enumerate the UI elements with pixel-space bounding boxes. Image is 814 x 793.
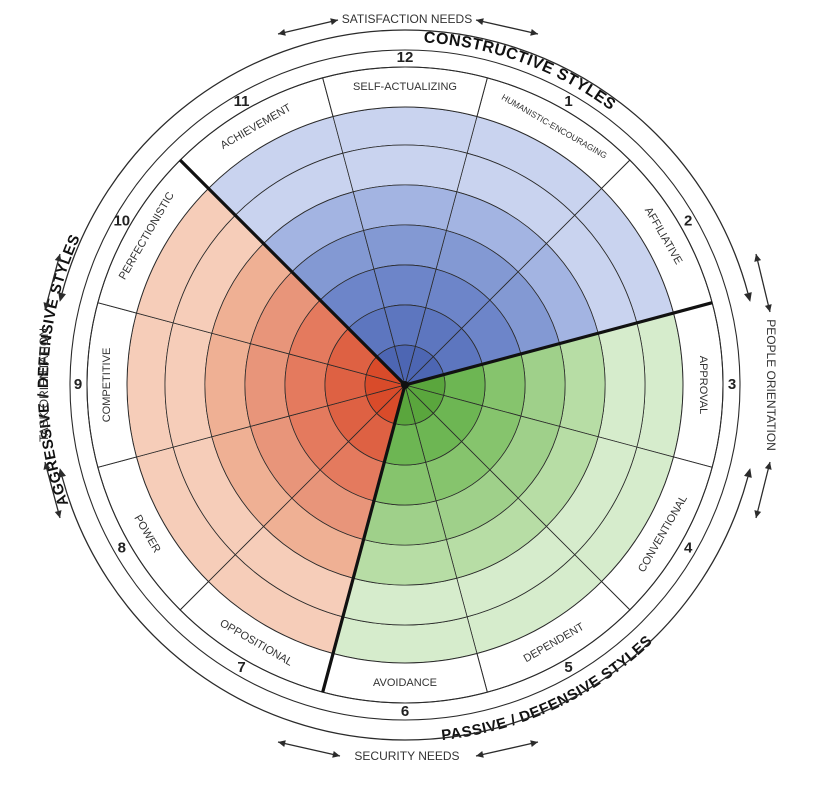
segment-number-12: 12 <box>397 49 414 66</box>
arrow-satisfaction-right-head-2 <box>530 29 538 36</box>
segment-label-approval: APPROVAL <box>697 356 709 415</box>
caption-security-needs: SECURITY NEEDS <box>354 749 459 763</box>
satisfaction-security-arc-top <box>61 29 749 294</box>
arrow-task-bottom-head-1 <box>43 462 51 470</box>
arrow-satisfaction-left-head-2 <box>330 18 338 26</box>
arrow-security-left-head-2 <box>332 751 340 758</box>
segment-number-11: 11 <box>234 93 250 110</box>
segment-number-6: 6 <box>401 703 409 720</box>
segment-number-1: 1 <box>564 93 572 110</box>
segment-number-4: 4 <box>684 539 693 556</box>
segment-label-avoidance: AVOIDANCE <box>373 677 437 689</box>
segment-label-self-actualizing: SELF-ACTUALIZING <box>353 81 457 93</box>
arrow-people-bottom <box>755 461 771 519</box>
segment-approval-band-4 <box>520 343 566 427</box>
caption-satisfaction-needs: SATISFACTION NEEDS <box>342 12 472 26</box>
segment-number-2: 2 <box>684 212 692 229</box>
segment-self-actualizing-band-4 <box>363 224 447 270</box>
segment-competitive-band-4 <box>244 343 290 427</box>
outer-ring-outline <box>69 49 741 721</box>
segment-approval-band-5 <box>559 332 606 438</box>
segment-number-3: 3 <box>728 376 736 393</box>
group-divider-2 <box>321 384 407 693</box>
satisfaction-security-arc-bottom-arrowhead-2 <box>58 468 66 478</box>
group-divider-1 <box>404 301 713 387</box>
satisfaction-security-arc-bottom-arrowhead-1 <box>744 468 752 478</box>
segment-self-actualizing-band-5 <box>352 184 458 231</box>
arrow-satisfaction-right <box>475 19 539 35</box>
arrow-people-bottom-head-1 <box>764 462 772 470</box>
group-divider-3 <box>179 159 407 387</box>
arrow-security-left <box>277 741 341 757</box>
arrow-satisfaction-left <box>277 19 339 35</box>
segment-number-5: 5 <box>564 659 572 676</box>
satisfaction-security-arc-top-arrowhead-1 <box>58 292 66 302</box>
arrow-task-top-head-1 <box>54 254 62 262</box>
satisfaction-security-arc-bottom <box>61 476 749 741</box>
segment-competitive-band-5 <box>204 332 251 438</box>
arrow-task-top-head-2 <box>43 302 51 310</box>
arrow-satisfaction-left-head-1 <box>278 28 286 36</box>
arrow-task-bottom <box>44 461 61 519</box>
arrow-task-top <box>44 253 61 311</box>
segment-number-7: 7 <box>237 659 245 676</box>
segment-label-competitive: COMPETITIVE <box>101 348 113 423</box>
arrow-people-top-head-1 <box>754 254 762 262</box>
arrow-satisfaction-right-head-1 <box>476 18 484 25</box>
caption-people-orientation: PEOPLE ORIENTATION <box>764 319 778 451</box>
arrow-task-bottom-head-2 <box>54 510 62 518</box>
arrow-security-right-head-1 <box>476 751 484 758</box>
label-ring-outline <box>86 66 724 704</box>
ring-layer <box>69 49 741 721</box>
arrow-security-right-head-2 <box>530 740 538 747</box>
segment-number-10: 10 <box>113 212 130 229</box>
arrow-people-bottom-head-2 <box>754 510 762 518</box>
segment-competitive-band-3 <box>284 353 329 417</box>
segment-number-9: 9 <box>74 376 82 393</box>
segment-avoidance-band-5 <box>352 539 458 586</box>
center-hub <box>401 381 409 389</box>
arrow-people-top <box>755 253 771 313</box>
segment-avoidance-band-4 <box>363 500 447 546</box>
segment-self-actualizing-band-1 <box>394 344 416 387</box>
arrow-people-top-head-2 <box>764 304 772 312</box>
orientation-layer: SATISFACTION NEEDS SECURITY NEEDS TASK ORI… <box>37 12 778 763</box>
arrow-security-right <box>475 741 539 757</box>
arrow-security-left-head-1 <box>278 740 286 747</box>
satisfaction-security-arc-top-arrowhead-2 <box>744 292 752 302</box>
segment-number-8: 8 <box>118 539 126 556</box>
segment-self-actualizing-band-3 <box>373 264 437 309</box>
caption-task-orientation: TASK ORIENTATION <box>37 328 51 442</box>
